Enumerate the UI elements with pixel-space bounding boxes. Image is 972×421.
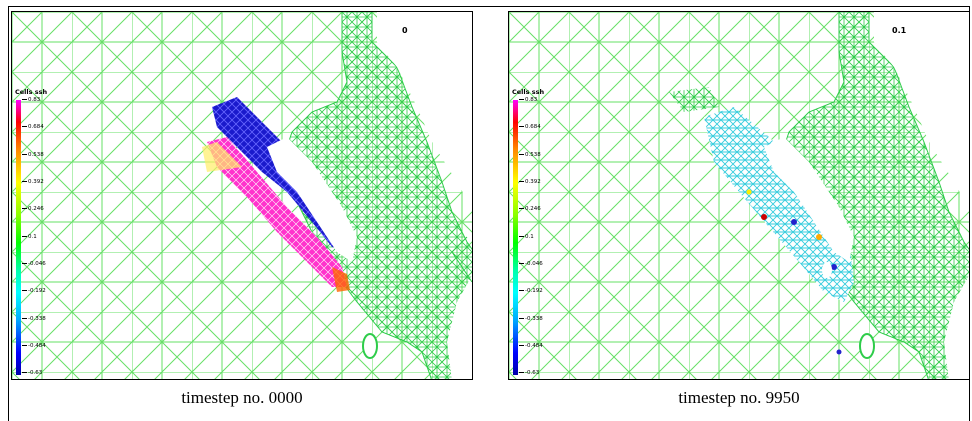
legend-tick: -0.192 bbox=[22, 288, 46, 294]
time-label: 0 bbox=[402, 26, 408, 35]
legend-tick: 0.538 bbox=[519, 152, 541, 158]
island-small bbox=[362, 333, 378, 359]
legend-tick: -0.484 bbox=[22, 343, 46, 349]
island-main bbox=[267, 137, 357, 262]
legend-colorbar bbox=[16, 100, 21, 375]
color-legend: Cells ssh 0.83 0.684 0.538 0.392 0.246 0… bbox=[512, 88, 572, 379]
legend-tick: -0.046 bbox=[519, 261, 543, 267]
land-area bbox=[377, 12, 472, 209]
legend-tick: 0.83 bbox=[519, 97, 537, 103]
legend-tick: 0.246 bbox=[22, 206, 44, 212]
legend-colorbar bbox=[513, 100, 518, 375]
legend-tick: 0.1 bbox=[519, 234, 534, 240]
mesh-panel-timestep-9950: 0.1 Cells ssh 0.83 0.684 0.538 0.392 0.2… bbox=[508, 11, 970, 380]
caption-right: timestep no. 9950 bbox=[678, 388, 800, 407]
color-legend: Cells ssh 0.83 0.684 0.538 0.392 0.246 0… bbox=[15, 88, 75, 379]
mesh-panel-timestep-0000: 0 Cells ssh 0.83 0.684 0.538 0.392 0.246… bbox=[11, 11, 473, 380]
legend-tick: -0.338 bbox=[519, 316, 543, 322]
caption-left: timestep no. 0000 bbox=[181, 388, 303, 407]
legend-title: Cells ssh bbox=[512, 88, 545, 96]
legend-tick: -0.63 bbox=[519, 370, 539, 376]
ssh-high-region bbox=[207, 137, 347, 287]
mesh-visualization bbox=[12, 12, 472, 379]
legend-tick: 0.1 bbox=[22, 234, 37, 240]
coastline-mesh bbox=[778, 12, 969, 379]
legend-tick: -0.338 bbox=[22, 316, 46, 322]
legend-tick: 0.684 bbox=[22, 124, 44, 130]
legend-tick: -0.484 bbox=[519, 343, 543, 349]
time-label: 0.1 bbox=[892, 26, 907, 35]
mesh-visualization bbox=[509, 12, 969, 379]
legend-tick: -0.192 bbox=[519, 288, 543, 294]
land-coast-lower bbox=[447, 275, 472, 379]
legend-tick: 0.246 bbox=[519, 206, 541, 212]
legend-tick: 0.684 bbox=[519, 124, 541, 130]
ssh-mixed-region bbox=[704, 107, 854, 302]
legend-title: Cells ssh bbox=[15, 88, 48, 96]
legend-tick: -0.63 bbox=[22, 370, 42, 376]
legend-tick: -0.046 bbox=[22, 261, 46, 267]
legend-tick: 0.392 bbox=[22, 179, 44, 185]
legend-tick: 0.392 bbox=[519, 179, 541, 185]
coastline-mesh bbox=[281, 12, 472, 379]
legend-tick: 0.538 bbox=[22, 152, 44, 158]
legend-tick: 0.83 bbox=[22, 97, 40, 103]
